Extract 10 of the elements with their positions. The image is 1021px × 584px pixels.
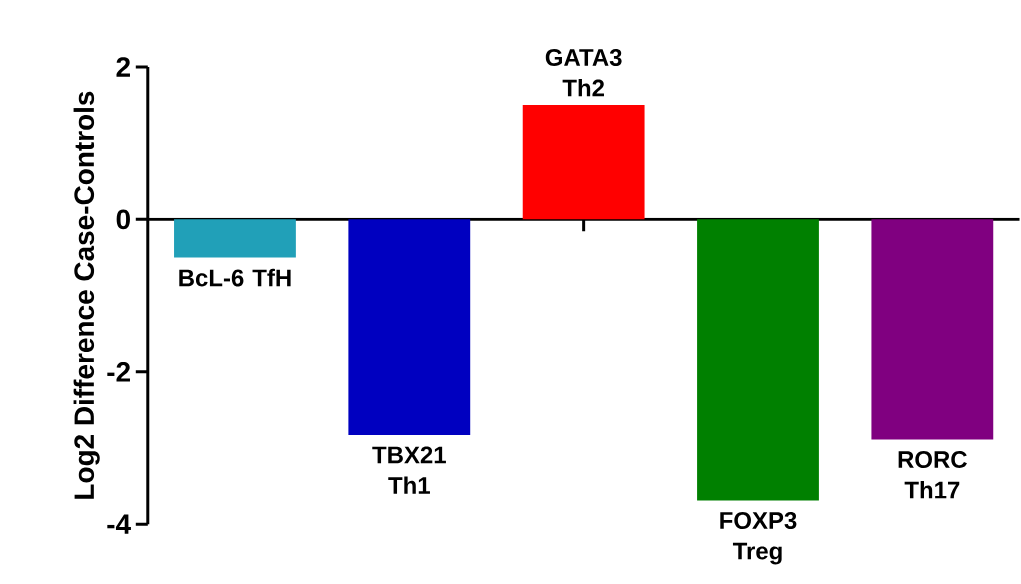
x-tick-label: FOXP3 Treg <box>720 511 797 565</box>
x-tick-label: TBX21 Th1 <box>372 446 446 494</box>
x-tick-label: BcL-6 TfH <box>179 268 291 287</box>
y-tick-label: 2 <box>116 57 130 77</box>
y-axis-title: Log2 Difference Case-Controls <box>73 91 100 499</box>
x-tick-label: GATA3 Th2 <box>545 48 622 97</box>
y-tick-label: -4 <box>107 514 131 534</box>
x-tick-label: RORC Th17 <box>898 450 967 499</box>
y-tick-label: 0 <box>116 209 130 230</box>
y-tick-label: -2 <box>107 361 130 382</box>
